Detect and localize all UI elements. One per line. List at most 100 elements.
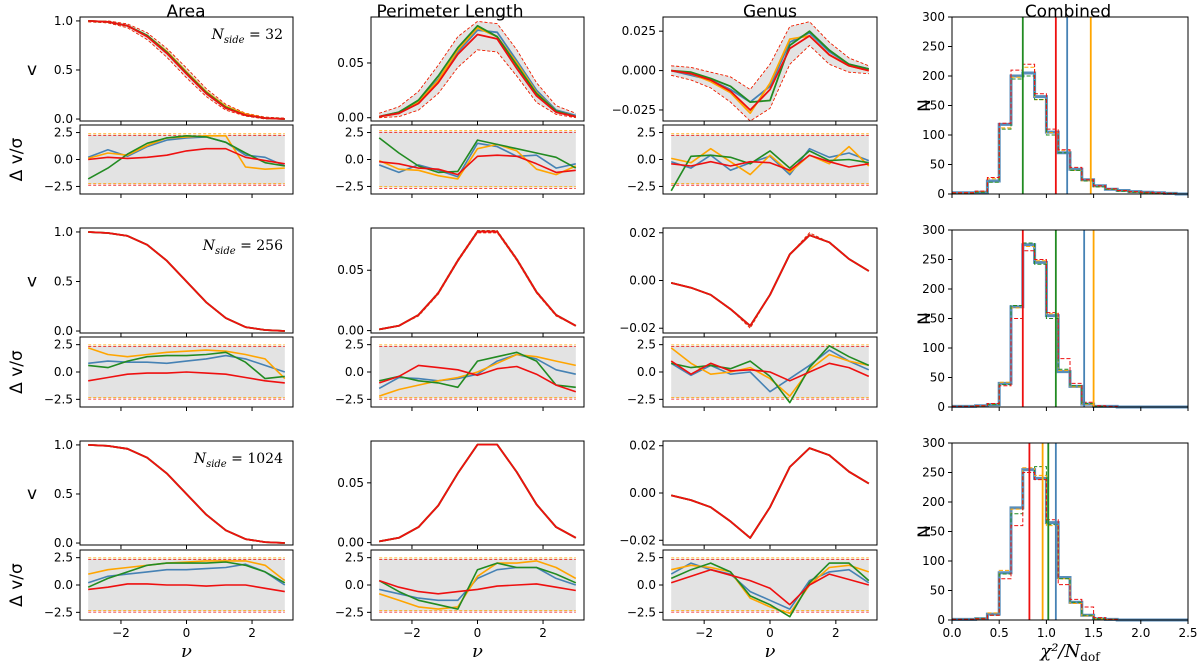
row3-dv-perimeter-ytick-label: −2.5 — [335, 605, 364, 619]
row2-genus-band-lower-red — [671, 234, 870, 329]
row2-perimeter-line-green — [379, 230, 577, 331]
row3-genus-band-upper-red — [671, 447, 870, 539]
row2-area-ytick-label: 0.5 — [54, 274, 73, 288]
row2-genus-line-blue — [670, 234, 870, 327]
row3-perimeter-band-lower-orange — [379, 444, 576, 542]
row3-dv-genus-xlabel: ν — [765, 641, 776, 662]
row1-hist-step-blue — [952, 71, 1188, 196]
row3-dv-perimeter-line-red — [378, 579, 576, 595]
row1-dv-genus-ytick-label: 0.0 — [637, 153, 656, 167]
row1-hist-step-green — [952, 75, 1188, 195]
row1-genus-band-upper-red — [671, 21, 869, 91]
row2-dv-area-line-green — [88, 351, 285, 380]
row1-perimeter-band-upper-red — [379, 20, 576, 114]
row3-hist-xlabel: χ²/Ndof — [1038, 641, 1101, 664]
row1-genus-ytick-label: −0.025 — [612, 103, 656, 117]
row1-dv-genus-line-orange — [671, 145, 870, 176]
row3-dv-area-xlabel: ν — [181, 641, 192, 662]
row3-genus-line-blue — [670, 447, 870, 539]
row3-dv-perimeter-xtick-label: 0 — [474, 626, 482, 640]
row2-genus-band-upper-red — [671, 232, 870, 327]
row3-genus-ytick-label: 0.02 — [629, 439, 656, 453]
row2-dv-genus-line-orange — [670, 347, 869, 397]
row1-dv-area-line-orange — [87, 135, 285, 170]
row2-dv-area-line-orange — [87, 347, 286, 380]
row1-dv-area-ytick-label: 2.5 — [54, 126, 73, 140]
row3-perimeter-ytick-label: 0.05 — [337, 476, 364, 490]
row3-perimeter-line-green — [379, 443, 577, 543]
row2-hist-ytick-label: 100 — [922, 341, 945, 355]
row2-genus-ytick-label: 0.02 — [629, 226, 656, 240]
row2-hist-step-red — [952, 250, 1188, 408]
row3-hist-ytick-label: 300 — [922, 436, 945, 450]
row2-genus-line-red — [670, 234, 870, 327]
row2-hist-ytick-label: 50 — [930, 371, 945, 385]
row3-dv-perimeter-line-green — [378, 562, 577, 610]
row1-dv-genus-ytick-label: 2.5 — [637, 126, 656, 140]
row1-nside-label: Nside = 32 — [211, 27, 283, 46]
row3-hist-ytick-label: 0 — [937, 613, 945, 627]
row3-dv-area-line-green — [87, 561, 286, 588]
row3-genus-band-lower-red — [671, 447, 870, 539]
row1-hist-ytick-label: 300 — [922, 10, 945, 24]
row3-dv-genus-xtick-label: −2 — [695, 626, 713, 640]
row1-dv-perimeter-ytick-label: 0.0 — [345, 153, 364, 167]
row1-hist-ytick-label: 200 — [922, 69, 945, 83]
row2-dv-area-ytick-label: 2.5 — [54, 338, 73, 352]
row1-hist-step-red — [952, 63, 1188, 195]
row3-genus-frame — [662, 440, 878, 546]
row1-dv-area-ytick-label: 0.0 — [54, 153, 73, 167]
row3-hist-step-red — [952, 472, 1188, 621]
row1-area-line-red — [88, 20, 285, 120]
title-genus: Genus — [743, 2, 797, 22]
row2-dv-area-ytick-label: −2.5 — [44, 392, 73, 406]
row3-perimeter-band-upper-orange — [379, 444, 576, 542]
row3-hist-xtick-label: 2.0 — [1131, 626, 1150, 640]
row1-dv-area-line-red — [88, 147, 285, 165]
row3-dv-area-ylabel: Δ v/σ — [7, 563, 27, 607]
row2-dv-perimeter-line-green — [379, 351, 576, 389]
row3-dv-genus-xtick-label: 0 — [766, 626, 774, 640]
row3-dv-area-line-orange — [88, 560, 286, 582]
row3-hist-ytick-label: 150 — [922, 525, 945, 539]
row1-genus-line-red — [671, 35, 870, 111]
row3-area-ytick-label: 0.0 — [54, 536, 73, 550]
row3-hist-ytick-label: 50 — [930, 584, 945, 598]
row2-perimeter-line-red — [379, 230, 577, 331]
row1-genus-ytick-label: 0.025 — [622, 24, 656, 38]
row1-dv-genus-line-red — [671, 154, 869, 172]
row3-dv-perimeter-xtick-label: 2 — [539, 626, 547, 640]
row2-hist-ytick-label: 300 — [922, 223, 945, 237]
row1-perimeter-line-red — [379, 33, 576, 118]
row3-hist-xtick-label: 2.5 — [1178, 626, 1197, 640]
row3-dv-genus-ytick-label: 2.5 — [637, 551, 656, 565]
row3-genus-ytick-label: 0.00 — [629, 486, 656, 500]
row2-area-line-red — [88, 231, 285, 332]
row2-dv-genus-ytick-label: 0.0 — [637, 365, 656, 379]
row3-perimeter-line-red — [379, 443, 577, 543]
row2-dv-perimeter-line-orange — [378, 353, 576, 397]
row2-genus-frame — [662, 227, 878, 334]
row3-dv-genus-line-green — [670, 562, 870, 618]
row3-genus-band — [671, 448, 869, 538]
row1-area-ytick-label: 0.0 — [54, 112, 73, 126]
row2-dv-area-ytick-label: 0.0 — [54, 365, 73, 379]
row3-dv-perimeter-ytick-label: 0.0 — [345, 578, 364, 592]
row3-dv-genus-xtick-label: 2 — [832, 626, 840, 640]
row1-hist-step-orange — [952, 66, 1188, 195]
row3-hist-ylabel: N — [915, 525, 935, 538]
row3-hist-xtick-label: 1.0 — [1037, 626, 1056, 640]
row3-dv-area-xtick-label: −2 — [112, 626, 130, 640]
row2-area-ylabel: v — [27, 272, 37, 292]
row3-dv-perimeter-xlabel: ν — [472, 641, 483, 662]
row3-dv-perimeter-xtick-label: −2 — [403, 626, 421, 640]
row3-genus-band-lower-orange — [671, 447, 870, 539]
row3-dv-area-xtick-label: 0 — [183, 626, 191, 640]
row2-genus-ytick-label: −0.02 — [619, 321, 656, 335]
row1-dv-genus-band — [671, 134, 869, 185]
row3-perimeter-ytick-label: 0.00 — [337, 536, 364, 550]
row2-hist-ytick-label: 250 — [922, 253, 945, 267]
row1-dv-area-ylabel: Δ v/σ — [7, 137, 27, 181]
row2-perimeter-band — [379, 230, 576, 330]
row3-area-ytick-label: 1.0 — [54, 438, 73, 452]
